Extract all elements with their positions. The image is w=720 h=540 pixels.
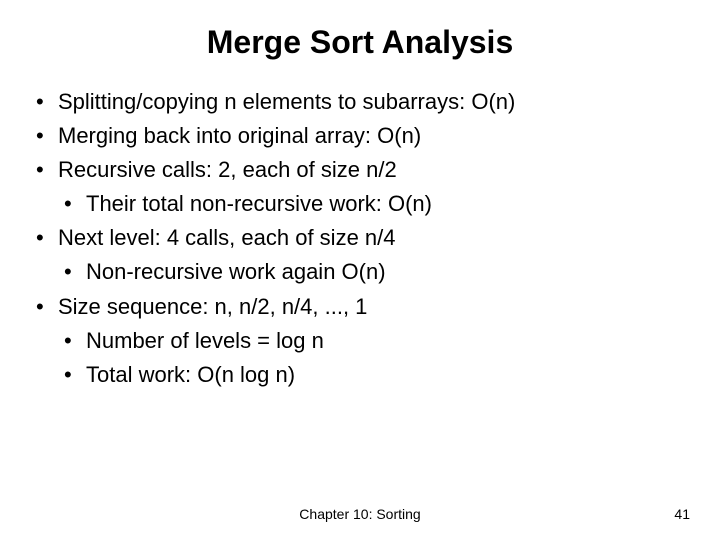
bullet-text: Their total non-recursive work: O(n)	[86, 191, 432, 216]
bullet-text: Splitting/copying n elements to subarray…	[58, 89, 515, 114]
bullet-item: Merging back into original array: O(n)	[30, 119, 690, 153]
bullet-text: Merging back into original array: O(n)	[58, 123, 421, 148]
sub-bullet-item: Number of levels = log n	[58, 324, 690, 358]
sub-bullet-list: Their total non-recursive work: O(n)	[58, 187, 690, 221]
bullet-text: Next level: 4 calls, each of size n/4	[58, 225, 396, 250]
slide-content: Splitting/copying n elements to subarray…	[30, 85, 690, 392]
bullet-text: Non-recursive work again O(n)	[86, 259, 386, 284]
bullet-item: Splitting/copying n elements to subarray…	[30, 85, 690, 119]
bullet-text: Total work: O(n log n)	[86, 362, 295, 387]
slide-footer: Chapter 10: Sorting 41	[0, 506, 720, 522]
sub-bullet-item: Total work: O(n log n)	[58, 358, 690, 392]
bullet-item: Size sequence: n, n/2, n/4, ..., 1 Numbe…	[30, 290, 690, 392]
sub-bullet-item: Their total non-recursive work: O(n)	[58, 187, 690, 221]
bullet-text: Size sequence: n, n/2, n/4, ..., 1	[58, 294, 367, 319]
slide-title: Merge Sort Analysis	[30, 24, 690, 61]
bullet-item: Next level: 4 calls, each of size n/4 No…	[30, 221, 690, 289]
bullet-item: Recursive calls: 2, each of size n/2 The…	[30, 153, 690, 221]
sub-bullet-list: Non-recursive work again O(n)	[58, 255, 690, 289]
footer-page-number: 41	[674, 506, 690, 522]
sub-bullet-list: Number of levels = log n Total work: O(n…	[58, 324, 690, 392]
sub-bullet-item: Non-recursive work again O(n)	[58, 255, 690, 289]
bullet-text: Number of levels = log n	[86, 328, 324, 353]
bullet-text: Recursive calls: 2, each of size n/2	[58, 157, 397, 182]
slide: Merge Sort Analysis Splitting/copying n …	[0, 0, 720, 540]
footer-chapter: Chapter 10: Sorting	[0, 506, 720, 522]
bullet-list: Splitting/copying n elements to subarray…	[30, 85, 690, 392]
